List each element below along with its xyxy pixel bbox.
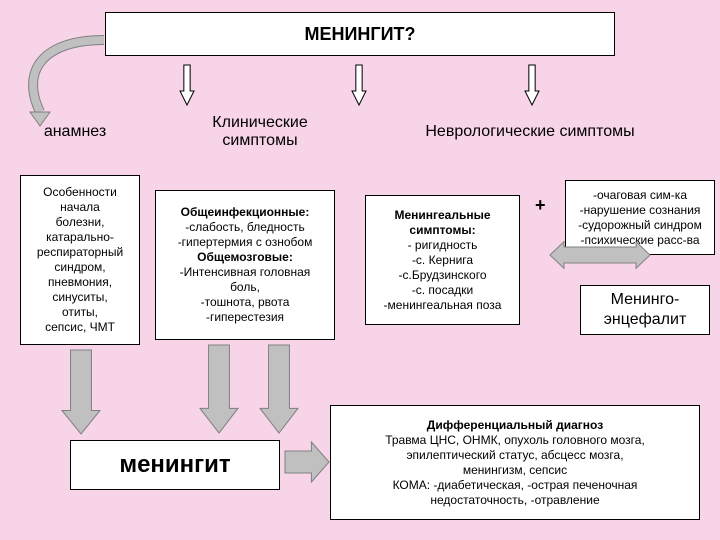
- plus-sign: +: [535, 195, 546, 216]
- nevr-text: Неврологические симптомы: [425, 123, 634, 141]
- ochag-box: -очаговая сим-ка-нарушение сознания-судо…: [565, 180, 715, 255]
- klin-header: Клинические симптомы: [170, 112, 350, 152]
- mening-sym-box: Менингеальныесимптомы:- ригидность-с. Ке…: [365, 195, 520, 325]
- nevr-header: Неврологические симптомы: [420, 112, 640, 152]
- title-box: МЕНИНГИТ?: [105, 12, 615, 56]
- diff-box: Дифференциальный диагнозТравма ЦНС, ОНМК…: [330, 405, 700, 520]
- infek-box: Общеинфекционные:-слабость, бледность-ги…: [155, 190, 335, 340]
- meningit-box: менингит: [70, 440, 280, 490]
- osob-box: Особенностиначалаболезни,катарально-респ…: [20, 175, 140, 345]
- title-text: МЕНИНГИТ?: [304, 24, 415, 45]
- meningit-text: менингит: [119, 451, 230, 479]
- anamnez-text: анамнез: [44, 123, 106, 141]
- anamnez-header: анамнез: [20, 120, 130, 144]
- klin-text: Клинические симптомы: [174, 114, 346, 150]
- encef-box: Менинго-энцефалит: [580, 285, 710, 335]
